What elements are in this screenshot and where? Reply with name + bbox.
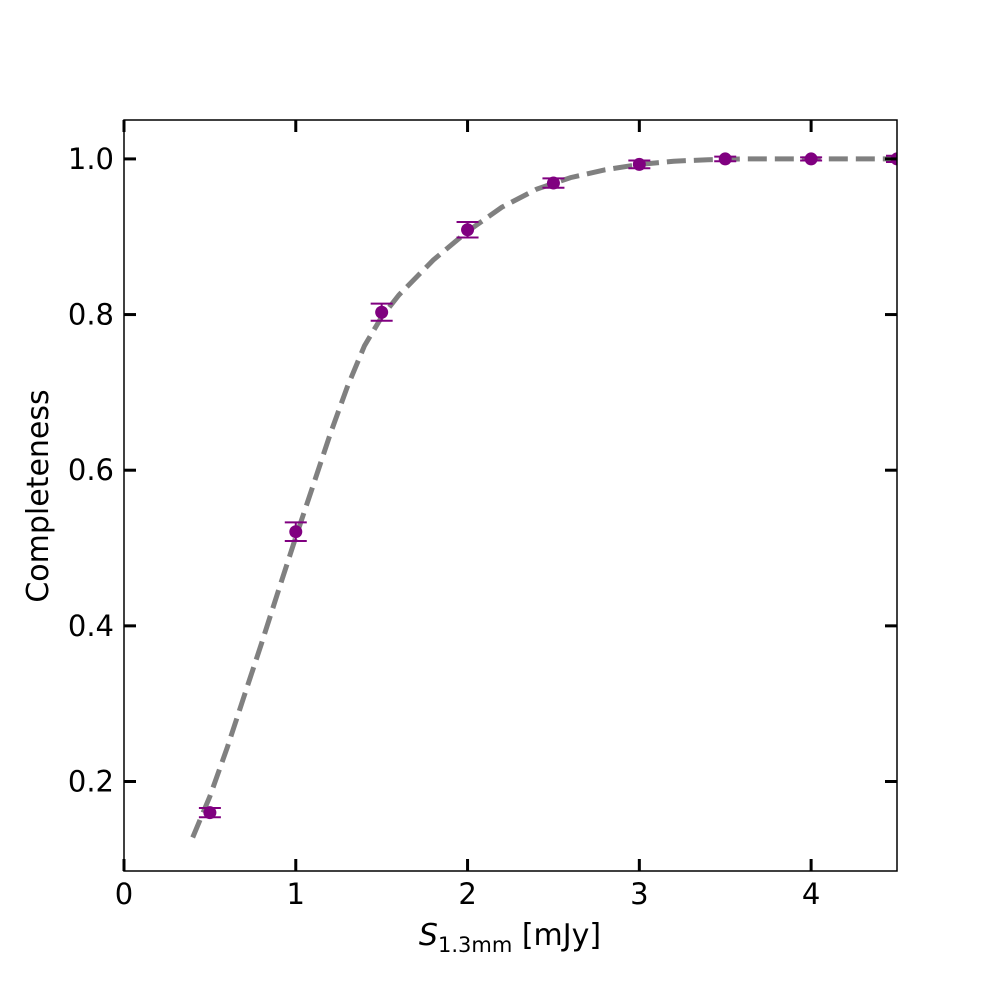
- data-marker: [289, 525, 303, 539]
- x-tick-label: 2: [458, 877, 476, 911]
- data-point: [714, 152, 737, 166]
- x-tick-label: 0: [115, 877, 133, 911]
- data-point: [284, 521, 307, 543]
- plot-frame: [123, 119, 898, 872]
- data-marker: [718, 152, 732, 166]
- x-tick-label: 4: [802, 877, 820, 911]
- y-tick-label: 0.2: [68, 765, 114, 799]
- data-points-layer: [198, 152, 897, 820]
- x-tick-label: 1: [287, 877, 305, 911]
- data-point: [542, 176, 565, 190]
- data-point: [370, 302, 393, 322]
- x-axis-label: S1.3mm [mJy]: [419, 918, 601, 957]
- data-point: [628, 157, 651, 171]
- y-tick-label: 0.8: [68, 298, 114, 332]
- y-tick-label: 0.6: [68, 453, 114, 487]
- data-marker: [375, 305, 389, 319]
- tick-labels-layer: 0 1 2 3 4 0.2 0.4 0.6 0.8 1.0: [68, 142, 820, 911]
- x-axis-symbol: S: [419, 918, 438, 953]
- y-tick-label: 1.0: [68, 142, 114, 176]
- x-axis-subscript: 1.3mm: [438, 933, 512, 957]
- data-point: [198, 806, 221, 820]
- data-point: [456, 220, 479, 239]
- ticks-layer: [122, 120, 897, 871]
- data-point: [800, 152, 823, 166]
- y-tick-label: 0.4: [68, 609, 114, 643]
- data-marker: [804, 152, 818, 166]
- data-marker: [632, 157, 646, 171]
- y-axis-label: Completeness: [21, 389, 56, 602]
- data-marker: [203, 806, 217, 820]
- data-marker: [546, 176, 560, 190]
- x-tick-label: 3: [630, 877, 648, 911]
- data-marker: [461, 223, 475, 237]
- x-axis-unit: [mJy]: [512, 918, 601, 953]
